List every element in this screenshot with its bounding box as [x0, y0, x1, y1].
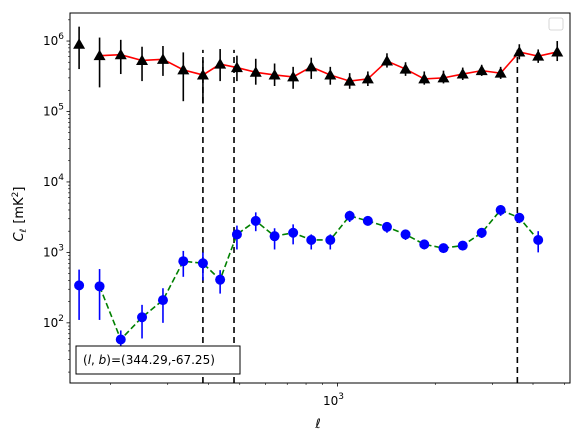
series-0-point	[249, 66, 262, 77]
series-1-point	[306, 234, 317, 245]
series-0-point	[136, 54, 149, 65]
series-0-point	[399, 63, 412, 74]
series-1-point	[438, 243, 449, 254]
series-1-point	[215, 274, 226, 285]
series-0-point	[324, 68, 337, 80]
series-0-point	[196, 68, 209, 80]
series-1-point	[74, 280, 85, 291]
x-axis-label: ℓ	[314, 417, 320, 432]
series-1-point	[514, 212, 525, 223]
series-1-point	[362, 215, 373, 226]
series-0-point	[268, 68, 281, 80]
series-0-point	[156, 53, 169, 64]
series-0-point	[343, 75, 356, 86]
series-0-point	[513, 45, 526, 57]
series-0-point	[214, 58, 227, 69]
series-0-point	[177, 63, 190, 75]
series-0-point	[456, 68, 469, 79]
series-1-point	[400, 229, 411, 240]
series-1-point	[325, 234, 336, 245]
y-tick-label: 105	[43, 102, 64, 118]
series-layer	[73, 26, 564, 349]
series-1-point	[344, 210, 355, 221]
series-0-point	[73, 38, 86, 49]
series-1-point	[476, 227, 487, 238]
series-1-point	[381, 221, 392, 232]
x-tick-label: 103	[323, 392, 344, 408]
series-0	[73, 26, 564, 104]
series-0-point	[494, 67, 507, 78]
series-1-point	[157, 295, 168, 306]
series-0-point	[230, 61, 243, 73]
series-0-point	[418, 72, 431, 84]
y-tick-label: 106	[43, 32, 64, 48]
series-1-point	[419, 239, 430, 250]
series-1-point	[288, 227, 299, 238]
series-1-point	[197, 258, 208, 269]
legend-box	[548, 17, 564, 31]
series-1-point	[137, 312, 148, 323]
series-0-point	[305, 60, 318, 72]
annotation-text: (l, b)=(344.29,-67.25)	[83, 353, 215, 367]
series-0-point	[437, 71, 450, 83]
series-0-point	[475, 64, 488, 76]
series-1-point	[533, 234, 544, 245]
series-0-point	[361, 72, 374, 84]
series-1-point	[94, 281, 105, 292]
series-1-point	[250, 215, 261, 226]
y-tick-label: 102	[43, 314, 64, 330]
y-tick-label: 104	[43, 173, 64, 189]
series-0-point	[287, 70, 300, 82]
series-1-point	[457, 240, 468, 251]
series-0-point	[114, 48, 127, 60]
vertical-lines	[202, 49, 519, 383]
series-1-point	[115, 334, 126, 345]
series-1-point	[231, 229, 242, 240]
y-tick-label: 103	[43, 243, 64, 259]
series-1-point	[495, 204, 506, 215]
ticks: 102 103 104 105 106 103	[43, 19, 565, 408]
annotation-box: (l, b)=(344.29,-67.25)	[75, 345, 241, 375]
series-0-point	[93, 49, 106, 61]
plot-background	[70, 13, 570, 383]
series-1-point	[269, 231, 280, 242]
series-0-point	[551, 45, 564, 57]
series-1-point	[178, 256, 189, 267]
series-0-point	[532, 50, 545, 61]
series-0-point	[380, 55, 393, 66]
plot-frame	[69, 12, 571, 384]
y-axis-label: Cℓ[mK2]	[11, 187, 29, 242]
